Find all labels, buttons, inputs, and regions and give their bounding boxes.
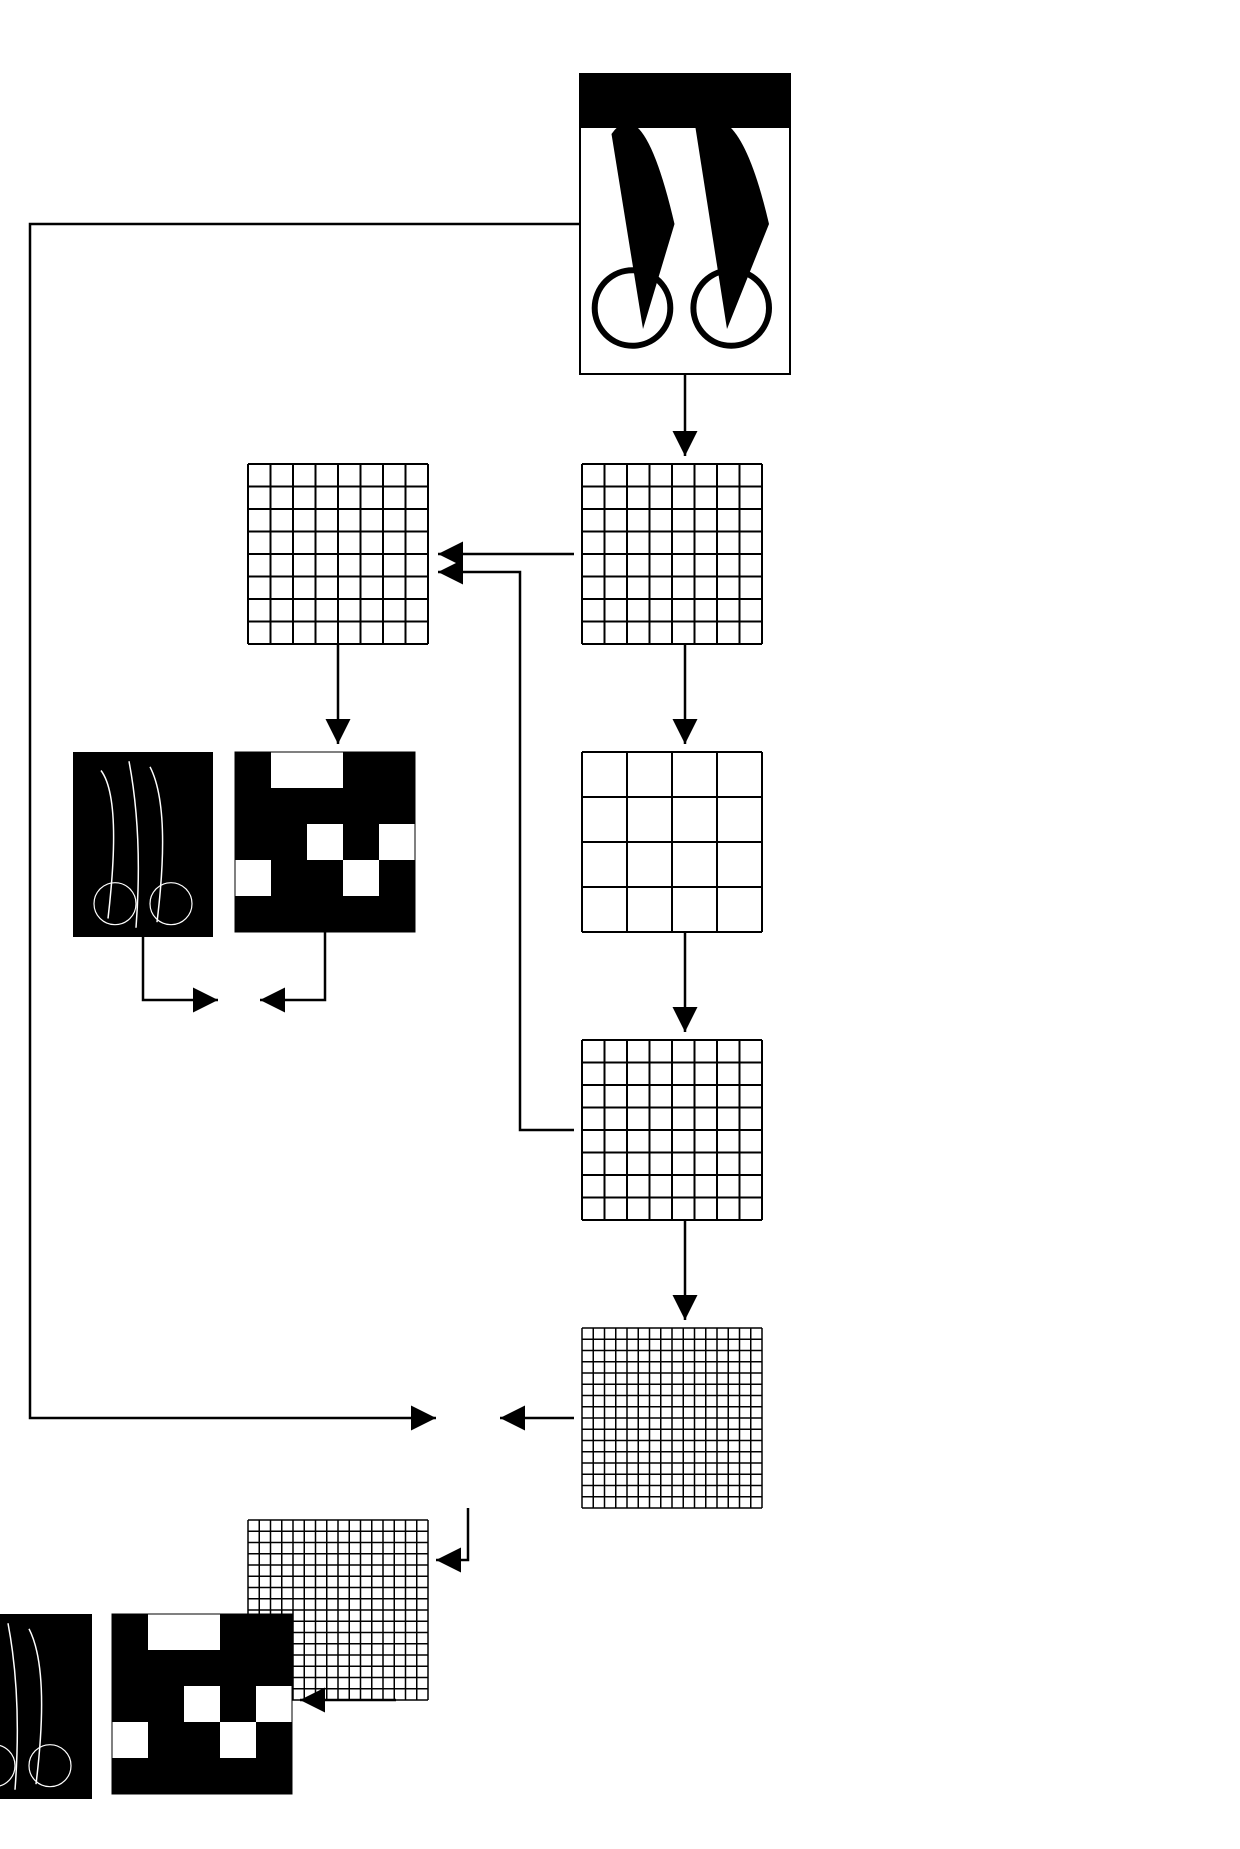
grid-g4 [582,752,762,932]
a12 [436,1508,468,1560]
original-image [580,74,790,374]
a9 [260,932,325,1000]
grid-g8_left [248,464,428,644]
binmap-map2 [112,1614,292,1794]
grid-g8_right [582,464,762,644]
silhouette-1 [73,752,213,937]
a8 [143,937,218,1000]
grid-g16_r [582,1328,762,1508]
binmap-map1 [235,752,415,932]
silhouette-2 [0,1614,92,1799]
grid-g8_up1 [582,1040,762,1220]
a6 [438,572,574,1130]
